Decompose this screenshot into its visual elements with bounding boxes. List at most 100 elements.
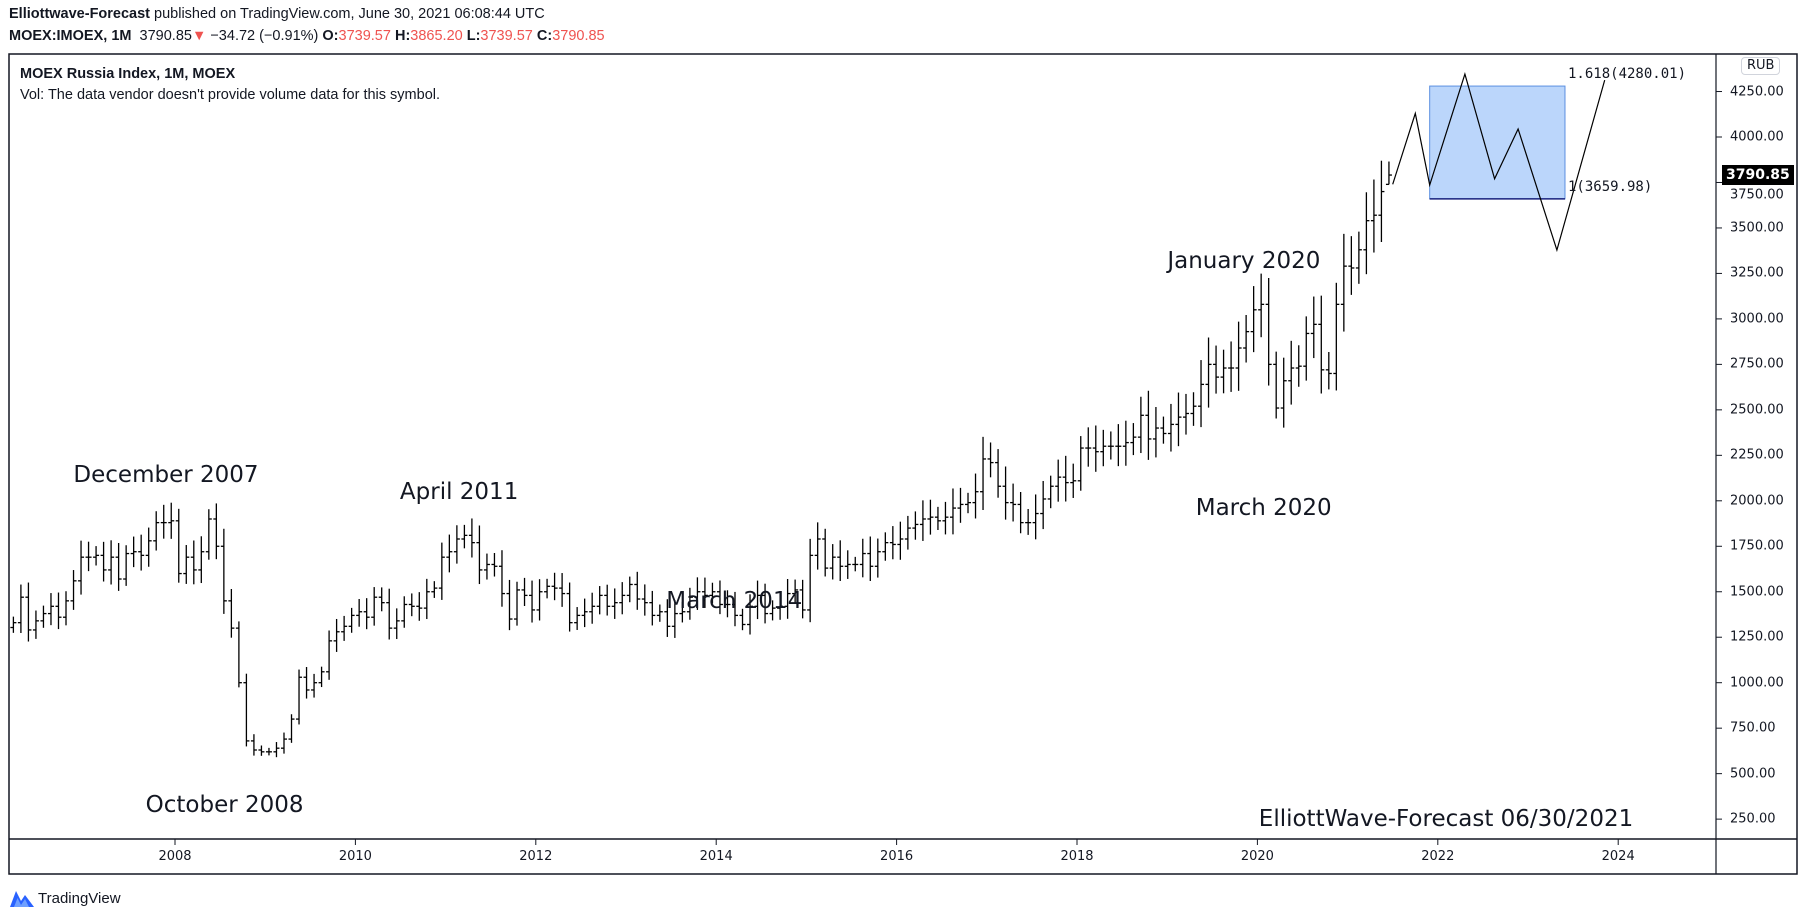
ohlc-bar	[754, 580, 761, 620]
ohlc-bar	[769, 600, 776, 621]
brand-name: TradingView	[38, 889, 121, 907]
ohlc-bar	[145, 527, 152, 567]
close-value: 3790.85	[552, 28, 605, 44]
ohlc-bar	[333, 618, 340, 652]
ohlc-bar	[183, 545, 190, 584]
ohlc-bar	[1055, 459, 1062, 502]
high-label: H:	[394, 28, 411, 44]
ohlc-bar	[205, 509, 212, 560]
ohlc-bar	[85, 541, 92, 572]
ohlc-bar	[686, 587, 693, 620]
ohlc-bar	[574, 607, 581, 630]
ohlc-bar	[63, 591, 70, 626]
ohlc-bar	[235, 621, 242, 688]
ohlc-bar	[1002, 466, 1009, 520]
ohlc-bar	[799, 579, 806, 619]
ohlc-bar	[258, 745, 265, 756]
open-value: 3739.57	[338, 28, 391, 44]
ohlc-bar	[1152, 407, 1159, 458]
open-label: O:	[322, 28, 339, 44]
tradingview-brand[interactable]: TradingView	[9, 888, 121, 908]
ohlc-bar	[1243, 314, 1250, 363]
ohlc-bar	[551, 572, 558, 601]
ohlc-bar	[416, 592, 423, 621]
ohlc-bar	[1070, 463, 1077, 498]
ohlc-bar	[341, 615, 348, 641]
wave-annotation: March 2020	[1195, 495, 1332, 522]
ohlc-bar	[303, 667, 310, 699]
volume-notice: Vol: The data vendor doesn't provide vol…	[20, 87, 441, 103]
last-price-label: 3790.85	[1722, 165, 1794, 186]
ohlc-bar	[1265, 277, 1272, 386]
down-arrow-icon: ▼	[191, 28, 207, 44]
ohlc-bar	[649, 590, 656, 626]
ohlc-bar	[265, 747, 272, 756]
ohlc-bar	[747, 594, 754, 635]
author-name[interactable]: Elliottwave-Forecast	[9, 6, 151, 22]
ohlc-bar	[589, 592, 596, 624]
wave-annotation: October 2008	[145, 791, 304, 818]
ohlc-bar	[529, 580, 536, 623]
ohlc-bar	[498, 550, 505, 607]
ohlc-header: MOEX:IMOEX, 1M 3790.85▼ −34.72 (−0.91%) …	[9, 28, 605, 44]
time-tick-label: 2014	[699, 849, 733, 864]
price-tick-label: 3500.00	[1730, 220, 1784, 236]
ohlc-bar	[656, 604, 663, 622]
price-tick-label: 1500.00	[1730, 584, 1784, 600]
ohlc-bar	[93, 546, 100, 566]
ohlc-bar	[280, 732, 287, 754]
ohlc-bar	[559, 573, 566, 607]
ohlc-bar	[604, 584, 611, 616]
ohlc-bar	[153, 511, 160, 551]
ohlc-bar	[393, 608, 400, 640]
ohlc-bar	[792, 579, 799, 603]
ohlc-bar	[190, 540, 197, 585]
time-tick-label: 2010	[338, 849, 372, 864]
ohlc-bar	[1363, 192, 1370, 275]
ohlc-bar	[1032, 494, 1039, 540]
ohlc-bar	[243, 673, 250, 747]
price-tick-label: 3750.00	[1730, 187, 1784, 203]
time-tick-label: 2022	[1421, 849, 1455, 864]
wave-annotation: April 2011	[399, 478, 519, 505]
ohlc-bar	[1355, 231, 1362, 284]
ohlc-bar	[1145, 390, 1152, 460]
time-tick-label: 2020	[1240, 849, 1274, 864]
currency-badge[interactable]: RUB	[1741, 57, 1781, 75]
ohlc-bar	[844, 550, 851, 579]
ohlc-bar	[1175, 392, 1182, 447]
ohlc-bar	[1137, 396, 1144, 454]
wave-annotation: January 2020	[1167, 247, 1321, 274]
ohlc-bar	[995, 449, 1002, 498]
ohlc-bar	[47, 593, 54, 626]
ohlc-bar	[1198, 360, 1205, 428]
close-label: C:	[536, 28, 553, 44]
ohlc-bar	[1085, 427, 1092, 467]
publish-info: Elliottwave-Forecast published on Tradin…	[9, 6, 545, 22]
ohlc-bar	[1370, 179, 1377, 253]
ohlc-bar	[777, 593, 784, 620]
ohlc-bar	[483, 553, 490, 580]
ohlc-bar	[1092, 425, 1099, 472]
ohlc-bar	[619, 582, 626, 615]
ohlc-bar	[1295, 345, 1302, 387]
ohlc-bar	[318, 666, 325, 688]
low-value: 3739.57	[480, 28, 533, 44]
ohlc-bar	[446, 534, 453, 573]
ohlc-bar	[160, 504, 167, 539]
ohlc-bar	[927, 499, 934, 535]
ohlc-bar	[867, 536, 874, 581]
ohlc-bar	[829, 544, 836, 580]
ohlc-bar	[889, 526, 896, 560]
time-tick-label: 2018	[1060, 849, 1094, 864]
price-tick-label: 3000.00	[1730, 311, 1784, 327]
ohlc-bar	[386, 588, 393, 640]
price-tick-label: 2250.00	[1730, 447, 1784, 463]
price-tick-label: 3250.00	[1730, 265, 1784, 281]
ohlc-bar	[288, 714, 295, 743]
ohlc-bar	[837, 540, 844, 582]
ohlc-bar	[348, 607, 355, 633]
ohlc-bar	[980, 436, 987, 510]
ohlc-bar	[1182, 393, 1189, 435]
